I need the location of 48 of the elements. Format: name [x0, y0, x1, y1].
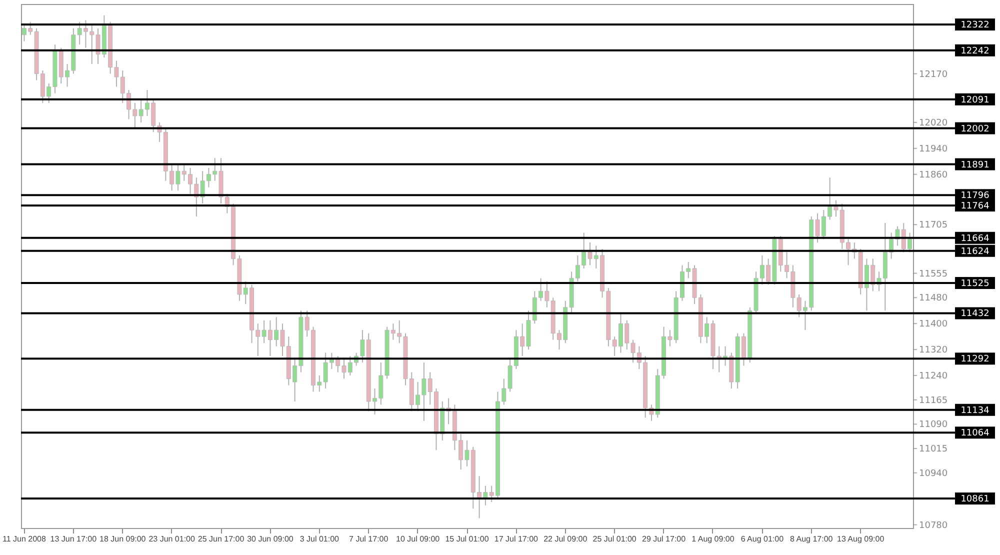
ref-line-label: 11624 [960, 246, 990, 257]
x-tick-label: 15 Jul 01:00 [445, 534, 490, 544]
ref-line-label: 12002 [960, 124, 990, 134]
x-tick-label: 10 Jul 09:00 [396, 534, 440, 544]
x-tick-label: 25 Jul 01:00 [592, 534, 637, 544]
ref-line-label: 11891 [960, 160, 990, 170]
x-tick-label: 7 Jul 17:00 [349, 534, 389, 544]
x-tick-label: 18 Jun 09:00 [99, 534, 146, 544]
y-tick-label: 12170 [919, 70, 948, 80]
y-tick-label: 10940 [919, 468, 948, 479]
y-tick-label: 11860 [919, 170, 948, 180]
ref-line-label: 11764 [960, 201, 990, 212]
x-tick-label: 1 Aug 09:00 [692, 534, 735, 544]
x-tick-label: 13 Aug 09:00 [836, 534, 885, 544]
x-tick-label: 30 Jun 09:00 [247, 534, 294, 544]
ref-line-label: 10861 [960, 494, 990, 504]
x-tick-label: 29 Jul 17:00 [642, 534, 686, 544]
y-tick-label: 11705 [919, 220, 948, 231]
y-tick-label: 11015 [919, 444, 948, 455]
ref-line-label: 11525 [960, 279, 990, 290]
x-tick-label: 23 Jun 01:00 [148, 534, 196, 544]
y-tick-label: 12020 [919, 118, 948, 128]
ref-line-label: 11292 [960, 354, 990, 365]
x-tick-label: 3 Jul 01:00 [300, 534, 340, 544]
ref-line-label: 11064 [960, 428, 990, 439]
ref-line-label: 11796 [960, 191, 990, 202]
x-tick-label: 17 Jul 17:00 [494, 534, 539, 544]
y-tick-label: 11480 [919, 294, 948, 304]
y-tick-label: 11940 [919, 144, 948, 154]
ref-line-label: 12242 [960, 46, 990, 56]
ref-line-label: 12322 [960, 20, 990, 30]
x-tick-label: 22 Jul 09:00 [544, 534, 588, 544]
ref-line-label: 11432 [960, 309, 990, 320]
y-tick-label: 11400 [919, 320, 948, 330]
y-tick-label: 11165 [919, 396, 948, 406]
y-tick-label: 11240 [919, 372, 948, 382]
ref-line-label: 11664 [960, 234, 990, 244]
x-tick-label: 6 Aug 01:00 [740, 534, 784, 544]
y-tick-label: 11555 [919, 269, 948, 280]
x-tick-label: 11 Jun 2008 [2, 534, 46, 544]
y-tick-label: 11090 [919, 420, 948, 430]
y-tick-label: 10780 [919, 520, 948, 531]
y-tick-label: 11320 [919, 346, 948, 356]
x-tick-label: 8 Aug 17:00 [790, 534, 834, 544]
x-tick-label: 13 Jun 17:00 [50, 534, 98, 544]
x-tick-label: 25 Jun 17:00 [198, 534, 245, 544]
ref-line-label: 11134 [960, 406, 990, 416]
ref-line-label: 12091 [960, 95, 990, 106]
